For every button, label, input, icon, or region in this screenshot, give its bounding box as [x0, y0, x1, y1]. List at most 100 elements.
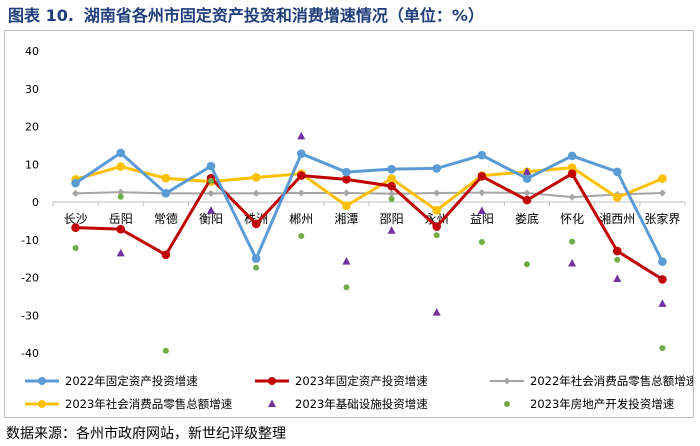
- series-4-point: [432, 206, 442, 215]
- figure-title-text: 湖南省各州市固定资产投资和消费增速情况（单位：%）: [83, 6, 484, 25]
- series-6-point: [343, 284, 350, 291]
- series-2-line: [75, 172, 664, 281]
- series-3-point: [523, 189, 531, 197]
- series-5-point: [387, 226, 396, 234]
- series-5-point: [658, 299, 667, 307]
- chart-frame: -40 -30 -20 -10 0 10 20 30 40 长沙 岳阳 常德 衡阳 株洲 郴州 湘潭 邵阳 永州益…: [4, 30, 694, 418]
- series-1-line: [74, 151, 664, 263]
- series-1-legend-label: 2022年固定资产投资增速: [65, 374, 198, 388]
- series-6-point: [72, 245, 79, 252]
- series-2-point: [342, 175, 351, 184]
- series-4-legend-label: 2023年社会消费品零售总额增速: [65, 397, 233, 411]
- source-note: 数据来源：各州市政府网站，新世纪评级整理: [6, 426, 286, 442]
- series-5-legend-label: 2023年基础设施投资增速: [295, 397, 428, 411]
- series-4-point: [342, 201, 351, 211]
- y-tick-label: 30: [25, 83, 39, 96]
- series-6-point: [388, 195, 395, 202]
- series-5-point: [297, 131, 306, 140]
- series-4-point: [658, 174, 667, 183]
- y-tick-label: -40: [21, 347, 39, 360]
- series-2-point: [251, 219, 261, 229]
- x-category-label: 怀化: [560, 212, 584, 226]
- series-2-legend-label: 2023年固定资产投资增速: [295, 374, 428, 388]
- x-category-label: 湘西州: [599, 211, 635, 226]
- y-tick-label: 20: [25, 121, 39, 134]
- series-3-point: [478, 189, 486, 197]
- x-category-label: 常德: [154, 211, 178, 226]
- series-1-point: [567, 151, 577, 161]
- series-6-legend-swatch: [504, 401, 510, 407]
- series-4-point: [387, 174, 396, 183]
- series-2-legend-marker: [268, 377, 276, 385]
- series-5-legend-swatch: [268, 399, 276, 407]
- series-6-legend-label: 2023年房地产开发投资增速: [530, 397, 675, 411]
- series-5-point: [568, 259, 577, 267]
- x-category-label: 湘潭: [334, 211, 358, 226]
- x-category-label: 岳阳: [109, 212, 133, 226]
- series-1-point: [522, 174, 532, 183]
- x-category-label: 郴州: [289, 212, 313, 226]
- series-5-point: [432, 308, 441, 316]
- series-3-point: [433, 189, 441, 197]
- y-tick-label: 0: [32, 196, 39, 209]
- x-category-label: 张家界: [644, 211, 680, 226]
- series-2-point: [612, 246, 622, 256]
- figure-title: 图表 10. 湖南省各州市固定资产投资和消费增速情况（单位：%）: [8, 2, 692, 26]
- series-4-legend-marker: [38, 400, 46, 408]
- series-2-point: [432, 222, 442, 231]
- series-2-point: [387, 181, 396, 191]
- series-5-point: [477, 206, 486, 215]
- series-3-point: [658, 189, 666, 197]
- series-4-point: [161, 173, 171, 183]
- series-1-point: [161, 189, 171, 198]
- series-2-point: [522, 195, 532, 205]
- series-3-point: [252, 189, 260, 197]
- y-tick-label: 40: [25, 45, 39, 58]
- x-category-label: 娄底: [515, 211, 539, 226]
- series-3-legend-marker: [503, 377, 511, 385]
- x-category-label: 株洲: [244, 211, 268, 226]
- series-1-point: [296, 149, 306, 158]
- series-5-point: [342, 257, 351, 265]
- series-6-point: [208, 177, 214, 184]
- y-tick-label: -20: [21, 272, 39, 285]
- series-2-point: [161, 250, 171, 260]
- series-3-point: [388, 190, 396, 198]
- series-1-point: [432, 164, 442, 173]
- series-6-point: [478, 239, 485, 246]
- series-2-point: [296, 171, 306, 180]
- series-6-point: [524, 261, 530, 268]
- series-3-point: [117, 188, 125, 196]
- series-5-point: [207, 206, 215, 214]
- series-5-point: [116, 248, 125, 257]
- x-category-label: 邵阳: [380, 212, 404, 226]
- series-4-point: [567, 163, 577, 172]
- series-6-point: [253, 264, 260, 271]
- series-4-point: [612, 193, 622, 202]
- series-1-point: [658, 257, 667, 266]
- series-6-point: [117, 193, 124, 200]
- series-3-point: [207, 189, 215, 197]
- series-6-point: [162, 347, 169, 354]
- series-2-point: [567, 169, 577, 178]
- chart: -40-30-20-10010203040长沙 岳阳 常德 衡阳 株洲 郴州 湘潭 邵阳 永州益…: [21, 45, 693, 411]
- series-6-point: [298, 232, 305, 239]
- series-4-line: [75, 165, 664, 212]
- series-1-point: [251, 254, 261, 263]
- x-category-label: 衡阳: [199, 212, 223, 226]
- series-5-point: [523, 167, 531, 175]
- series-1-point: [612, 167, 622, 177]
- series-1-point: [116, 148, 126, 158]
- series-4-point: [116, 162, 126, 171]
- series-1-point: [71, 178, 80, 188]
- series-1-point: [387, 164, 396, 174]
- series-1-point: [206, 161, 216, 171]
- series-2-point: [658, 275, 667, 284]
- y-tick-label: 10: [25, 158, 39, 171]
- y-tick-label: -10: [21, 234, 39, 247]
- series-1-point: [342, 167, 351, 177]
- series-2-point: [71, 223, 80, 232]
- series-3-point: [297, 189, 305, 197]
- y-tick-label: -30: [21, 309, 39, 322]
- x-category-label: 长沙: [64, 212, 88, 226]
